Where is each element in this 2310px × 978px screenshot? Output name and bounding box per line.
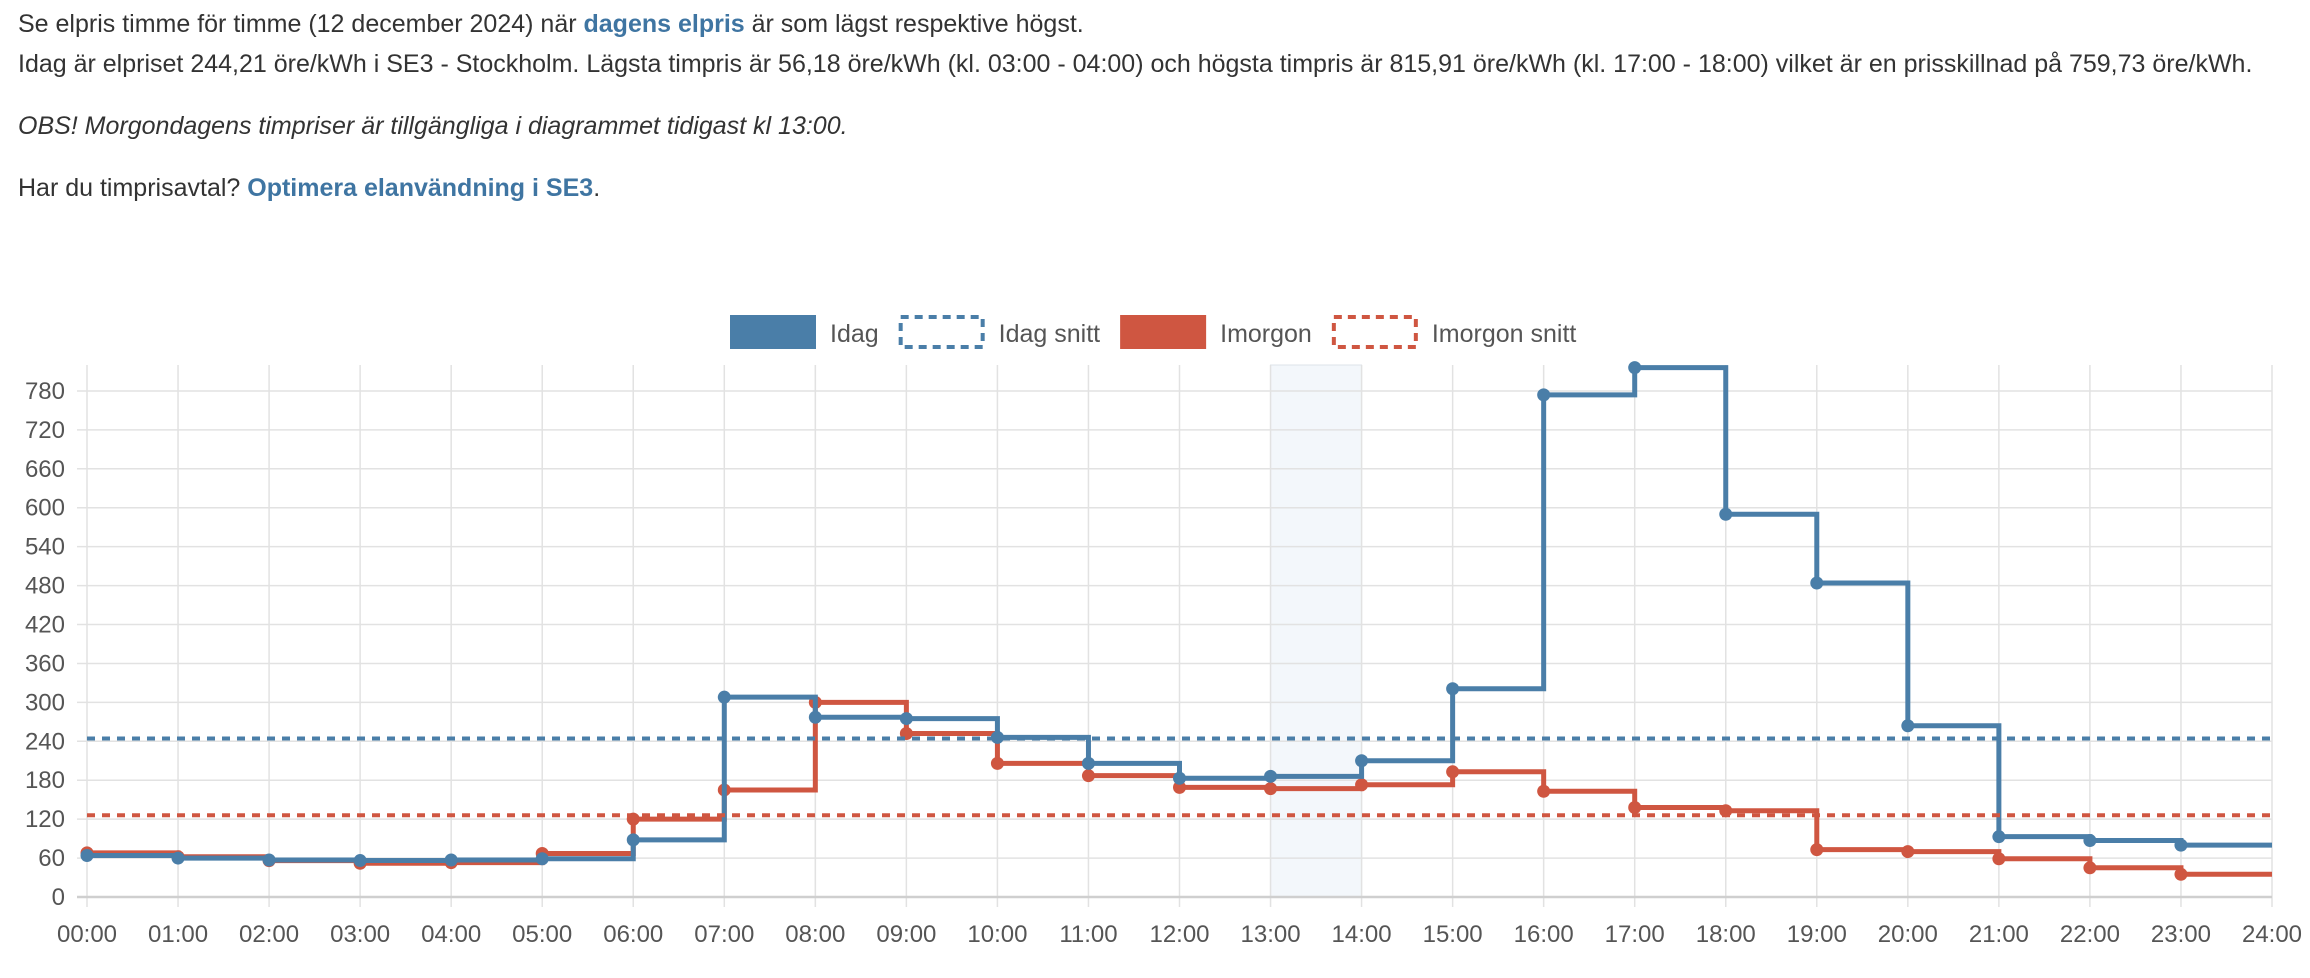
y-tick-label: 540 [25,534,65,561]
data-point-idag [626,833,640,847]
x-tick-label: 21:00 [1969,921,2029,948]
x-tick-label: 17:00 [1605,921,1665,948]
data-point-idag [1264,769,1278,783]
obs-note: OBS! Morgondagens timpriser är tillgängl… [18,112,848,140]
legend-label: Imorgon snitt [1432,320,1577,348]
dagens-elpris-link[interactable]: dagens elpris [583,10,745,38]
x-tick-label: 08:00 [785,921,845,948]
data-point-idag [1446,682,1460,696]
intro-line-1: Se elpris timme för timme (12 december 2… [18,10,1084,38]
x-tick-label: 05:00 [512,921,572,948]
data-point-idag [1992,830,2006,844]
y-tick-label: 240 [25,728,65,755]
legend: Idag Idag snitt Imorgon Imorgon snitt [730,315,1576,349]
y-tick-label: 300 [25,689,65,716]
data-point-idag [1081,756,1095,770]
data-point-idag [171,851,185,865]
x-tick-label: 10:00 [967,921,1027,948]
data-point-idag [1719,507,1733,521]
data-point-idag [1355,754,1369,768]
data-point-imorgon [1901,845,1915,859]
y-tick-label: 0 [52,884,65,911]
data-point-idag [444,853,458,867]
legend-label: Idag snitt [999,320,1101,348]
y-tick-label: 420 [25,612,65,639]
x-tick-label: 00:00 [57,921,117,948]
data-point-imorgon [1173,780,1186,794]
x-tick-label: 01:00 [148,921,208,948]
data-point-imorgon [1446,765,1460,779]
y-tick-label: 720 [25,417,65,444]
legend-item[interactable]: Imorgon [1120,315,1312,349]
data-point-idag [717,690,731,704]
y-tick-label: 480 [25,573,65,600]
current-hour-highlight [1270,364,1363,898]
legend-label: Imorgon [1220,320,1312,348]
y-tick-label: 180 [25,767,65,794]
cta-line: Har du timprisavtal? Optimera elanvändni… [18,174,601,202]
x-tick-label: 20:00 [1878,921,1938,948]
y-tick-label: 360 [25,650,65,677]
data-point-imorgon [1810,843,1824,857]
data-point-idag [535,852,549,866]
data-point-idag [353,854,367,868]
legend-swatch [1120,315,1207,349]
legend-swatch [1331,315,1418,349]
x-tick-label: 18:00 [1696,921,1756,948]
legend-swatch [730,315,816,349]
data-point-imorgon [1537,784,1551,798]
x-tick-label: 09:00 [876,921,936,948]
data-point-imorgon [1081,769,1095,783]
data-point-idag [80,848,94,862]
legend-swatch [898,315,985,349]
x-tick-label: 02:00 [239,921,299,948]
intro-text: Se elpris timme för timme (12 december 2… [18,4,2298,208]
data-point-idag [262,853,276,867]
x-tick-label: 06:00 [603,921,663,948]
intro-line-2: Idag är elpriset 244,21 öre/kWh i SE3 - … [18,50,2253,78]
x-tick-label: 04:00 [421,921,481,948]
data-point-imorgon [1628,800,1642,814]
x-tick-label: 07:00 [694,921,754,948]
data-point-idag [899,712,913,726]
data-point-idag [990,730,1004,744]
x-tick-label: 22:00 [2060,921,2120,948]
optimera-link[interactable]: Optimera elanvändning i SE3 [247,174,594,202]
x-tick-label: 23:00 [2151,921,2211,948]
data-point-idag [2083,834,2097,848]
y-tick-label: 660 [25,456,65,483]
x-tick-label: 12:00 [1149,921,1209,948]
data-point-imorgon [990,756,1004,770]
y-tick-label: 120 [25,806,65,833]
y-tick-label: 600 [25,495,65,522]
data-point-imorgon [1264,782,1278,796]
price-chart: 00:00 01:00 02:00 03:00 04:00 05:00 06:00 07:00… [25,315,2302,948]
x-tick-label: 16:00 [1514,921,1574,948]
data-point-idag [2174,838,2188,852]
legend-item[interactable]: Idag snitt [898,315,1101,349]
data-point-imorgon [2083,861,2097,875]
x-tick-label: 11:00 [1059,921,1117,948]
data-point-imorgon [1992,852,2006,866]
y-tick-label: 780 [25,378,65,405]
data-point-idag [1901,719,1915,733]
data-point-imorgon [2174,867,2188,881]
data-point-idag [1173,771,1186,785]
x-tick-label: 03:00 [330,921,390,948]
legend-item[interactable]: Idag [730,315,879,349]
data-point-idag [1537,388,1551,402]
x-tick-label: 13:00 [1241,921,1301,948]
legend-label: Idag [830,320,879,348]
data-point-imorgon [1355,778,1369,792]
x-tick-label: 19:00 [1787,921,1847,948]
x-tick-label: 14:00 [1332,921,1392,948]
data-point-idag [1810,576,1824,590]
legend-item[interactable]: Imorgon snitt [1331,315,1577,349]
data-point-idag [1628,361,1642,375]
y-tick-label: 60 [38,845,65,872]
x-tick-label: 15:00 [1423,921,1483,948]
data-point-idag [808,710,822,724]
x-tick-label: 24:00 [2242,921,2302,948]
